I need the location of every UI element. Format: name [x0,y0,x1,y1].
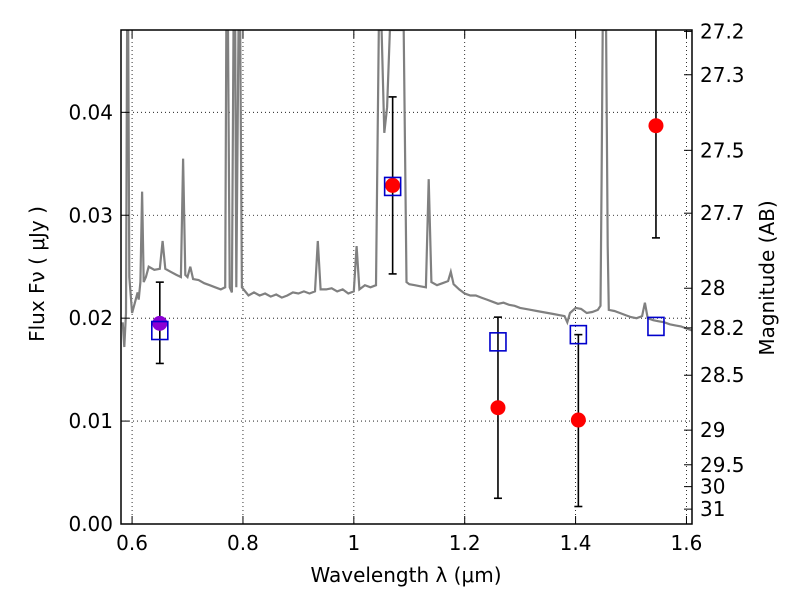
y2-tick-label: 29.5 [700,453,745,477]
y2-tick-label: 30 [700,475,725,499]
flux-point [490,400,506,416]
plot-area [121,30,692,508]
flux-point [385,177,401,193]
axis-ticks: 0.6 0.8 1 1.2 1.4 1.6 0.00 0.01 0.02 0.03 0.04 27.2… [68,19,744,555]
y-tick-label: 0.03 [68,203,113,227]
y-tick-label: 0.02 [68,306,113,330]
x-tick-label: 0.6 [116,531,148,555]
model-square [489,332,507,352]
x-tick-label: 1.6 [671,531,703,555]
model-square [569,324,588,345]
y2-tick-label: 31 [700,497,725,521]
x-tick-label: 0.8 [227,531,259,555]
y2-tick-label: 28.5 [700,363,745,387]
flux-point [570,412,586,428]
axes-frame [120,29,693,525]
x-tick-label: 1 [347,531,360,555]
y2-tick-label: 29 [700,418,725,442]
y-tick-label: 0.01 [68,409,113,433]
y2-tick-label: 28.2 [700,316,745,340]
y2-axis-label: Magnitude (AB) [755,200,779,355]
flux-point [648,118,664,134]
model-square [383,176,402,197]
y2-tick-label: 28 [700,276,725,300]
y-tick-label: 0.00 [68,512,113,536]
x-axis-label: Wavelength λ (μm) [310,563,501,587]
y2-tick-label: 27.7 [700,201,745,225]
model-square [151,320,169,341]
y-axis-label: Flux Fν ( μJy ) [25,206,49,342]
y-tick-label: 0.04 [68,100,113,124]
y2-tick-label: 27.2 [700,19,745,43]
y2-tick-label: 27.3 [700,63,745,87]
x-tick-label: 1.4 [560,531,592,555]
flux-point [152,315,168,331]
y2-tick-label: 27.5 [700,138,745,162]
x-tick-label: 1.2 [449,531,481,555]
spectrum-line [121,30,692,348]
model-square [647,316,665,337]
